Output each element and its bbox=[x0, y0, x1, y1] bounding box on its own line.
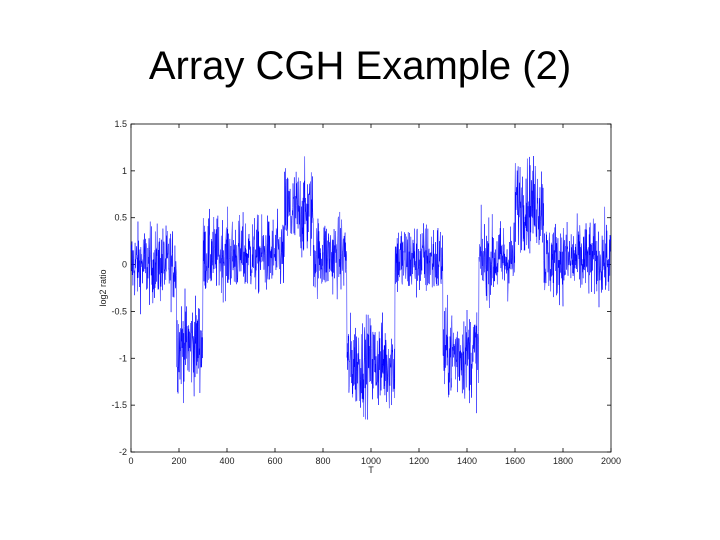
y-tick-label: 1 bbox=[122, 166, 127, 176]
y-tick-label: -1.5 bbox=[111, 400, 127, 410]
x-tick-label: 2000 bbox=[601, 456, 621, 466]
y-tick-label: -1 bbox=[119, 353, 127, 363]
x-axis: 0 200 400 600 800 1000 1200 1400 1600 1800 2000 bbox=[128, 124, 621, 466]
x-tick-label: 1000 bbox=[361, 456, 381, 466]
x-tick-label: 800 bbox=[315, 456, 330, 466]
x-axis-label: T bbox=[368, 465, 374, 475]
series-line bbox=[130, 155, 612, 420]
plot-area bbox=[130, 123, 612, 453]
x-tick-label: 1400 bbox=[457, 456, 477, 466]
y-axis-label: log2 ratio bbox=[98, 269, 108, 306]
x-tick-label: 400 bbox=[219, 456, 234, 466]
x-tick-label: 1600 bbox=[505, 456, 525, 466]
x-tick-label: 1200 bbox=[409, 456, 429, 466]
y-tick-label: 0.5 bbox=[114, 213, 127, 223]
y-axis: 1.5 1 0.5 0 -0.5 -1 -1.5 -2 bbox=[111, 119, 611, 457]
y-tick-label: -0.5 bbox=[111, 306, 127, 316]
slide-title: Array CGH Example (2) bbox=[148, 44, 572, 88]
y-tick-label: 0 bbox=[122, 260, 127, 270]
x-tick-label: 200 bbox=[171, 456, 186, 466]
x-tick-label: 0 bbox=[128, 456, 133, 466]
y-tick-label: -2 bbox=[119, 447, 127, 457]
y-tick-label: 1.5 bbox=[114, 119, 127, 129]
x-tick-label: 1800 bbox=[553, 456, 573, 466]
series-layer bbox=[130, 155, 612, 420]
x-tick-label: 600 bbox=[267, 456, 282, 466]
